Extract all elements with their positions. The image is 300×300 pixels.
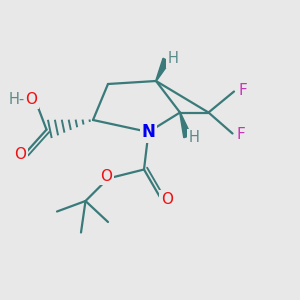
Polygon shape [156,58,170,81]
Text: H: H [189,130,200,146]
Polygon shape [180,112,191,138]
Text: F: F [238,83,247,98]
Text: O: O [100,169,112,184]
Text: F: F [236,127,245,142]
Text: N: N [142,123,155,141]
Text: O: O [14,147,26,162]
Text: O: O [26,92,38,107]
Text: H: H [168,51,178,66]
Text: H-: H- [8,92,25,106]
Text: O: O [161,192,173,207]
